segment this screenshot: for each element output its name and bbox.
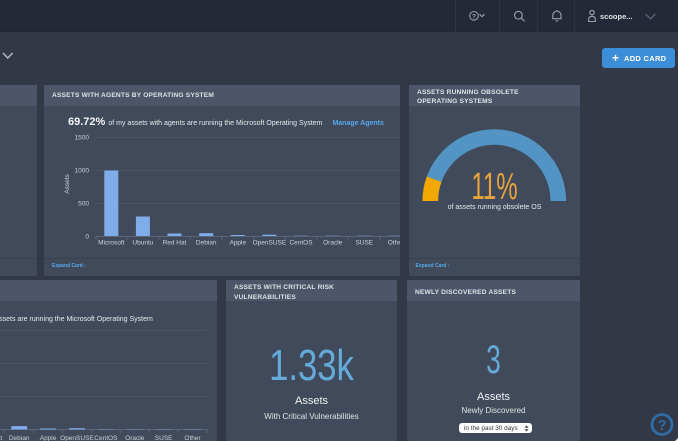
- svg-text:Debian: Debian: [9, 435, 30, 441]
- svg-text:Red Hat: Red Hat: [0, 435, 2, 441]
- svg-text:?: ?: [472, 13, 476, 20]
- svg-text:Oracle: Oracle: [125, 435, 145, 441]
- svg-text:Other: Other: [388, 239, 400, 246]
- svg-text:CentOS: CentOS: [289, 239, 313, 246]
- svg-text:1500: 1500: [75, 134, 90, 141]
- svg-text:Apple: Apple: [40, 435, 57, 441]
- svg-text:Microsoft: Microsoft: [98, 239, 125, 246]
- svg-text:Ubuntu: Ubuntu: [132, 239, 153, 246]
- svg-text:SUSE: SUSE: [155, 435, 173, 441]
- svg-text:0: 0: [85, 233, 89, 240]
- svg-text:500: 500: [78, 200, 89, 207]
- svg-text:SUSE: SUSE: [355, 239, 373, 246]
- svg-text:Red Hat: Red Hat: [163, 239, 187, 246]
- svg-text:CentOS: CentOS: [94, 435, 118, 441]
- svg-text:Oracle: Oracle: [323, 239, 343, 246]
- svg-text:Other: Other: [184, 435, 201, 441]
- svg-text:OpenSUSE: OpenSUSE: [60, 435, 94, 441]
- svg-text:Apple: Apple: [229, 239, 246, 246]
- svg-text:1000: 1000: [75, 167, 90, 174]
- svg-text:?: ?: [658, 418, 667, 434]
- svg-text:Debian: Debian: [196, 239, 217, 246]
- svg-text:OpenSUSE: OpenSUSE: [253, 239, 287, 246]
- svg-text:Assets: Assets: [64, 173, 71, 193]
